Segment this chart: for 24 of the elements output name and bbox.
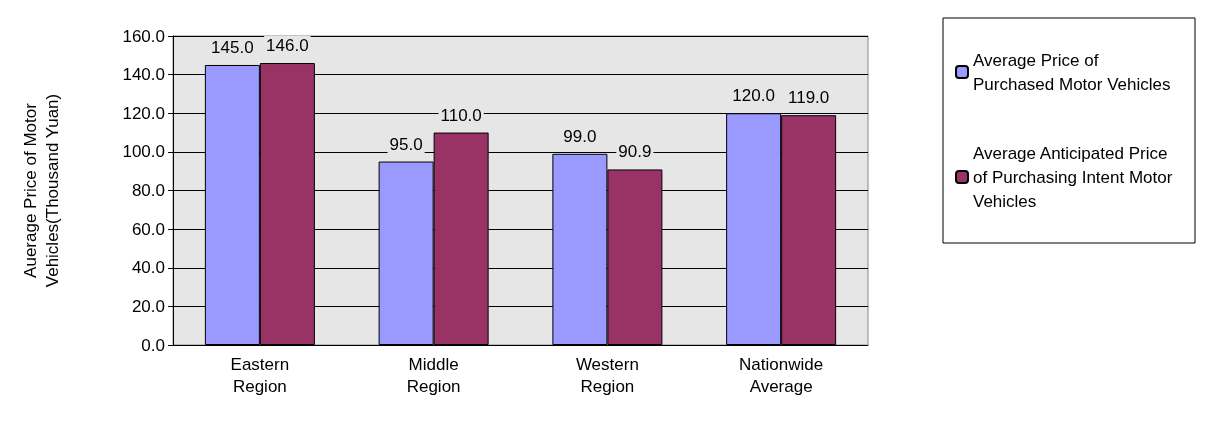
data-label: 99.0	[563, 126, 597, 146]
data-label: 146.0	[266, 36, 309, 56]
x-tick-label: Eastern Region	[230, 354, 290, 396]
data-label: 110.0	[440, 105, 482, 125]
data-label: 145.0	[211, 37, 254, 57]
legend-label: Average Price of Purchased Motor Vehicles	[973, 50, 1171, 94]
legend-label: Average Anticipated Price of Purchasing Intent Motor Vehicles	[973, 143, 1178, 211]
data-label: 95.0	[389, 134, 423, 154]
x-tick-label: Middle Region	[406, 354, 461, 396]
y-tick-label: 100.0	[122, 142, 165, 162]
x-tick-label: Nationwide Average	[739, 354, 824, 396]
data-label: 90.9	[618, 142, 652, 162]
x-tick-label: Western Region	[575, 354, 639, 396]
y-tick-label: 80.0	[131, 181, 165, 200]
y-tick-label: 0.0	[141, 335, 165, 355]
data-label: 119.0	[787, 88, 830, 108]
y-tick-label: 120.0	[122, 103, 165, 123]
y-tick-label: 40.0	[131, 258, 165, 278]
y-tick-label: 60.0	[131, 219, 165, 239]
y-tick-label: 20.0	[131, 296, 165, 316]
y-tick-label: 160.0	[122, 26, 165, 46]
data-label: 120.0	[732, 86, 775, 106]
y-axis-title: Auerage Price of Motor Vehicles(Thousand Yuan)	[20, 93, 62, 288]
y-tick-label: 140.0	[122, 65, 165, 85]
